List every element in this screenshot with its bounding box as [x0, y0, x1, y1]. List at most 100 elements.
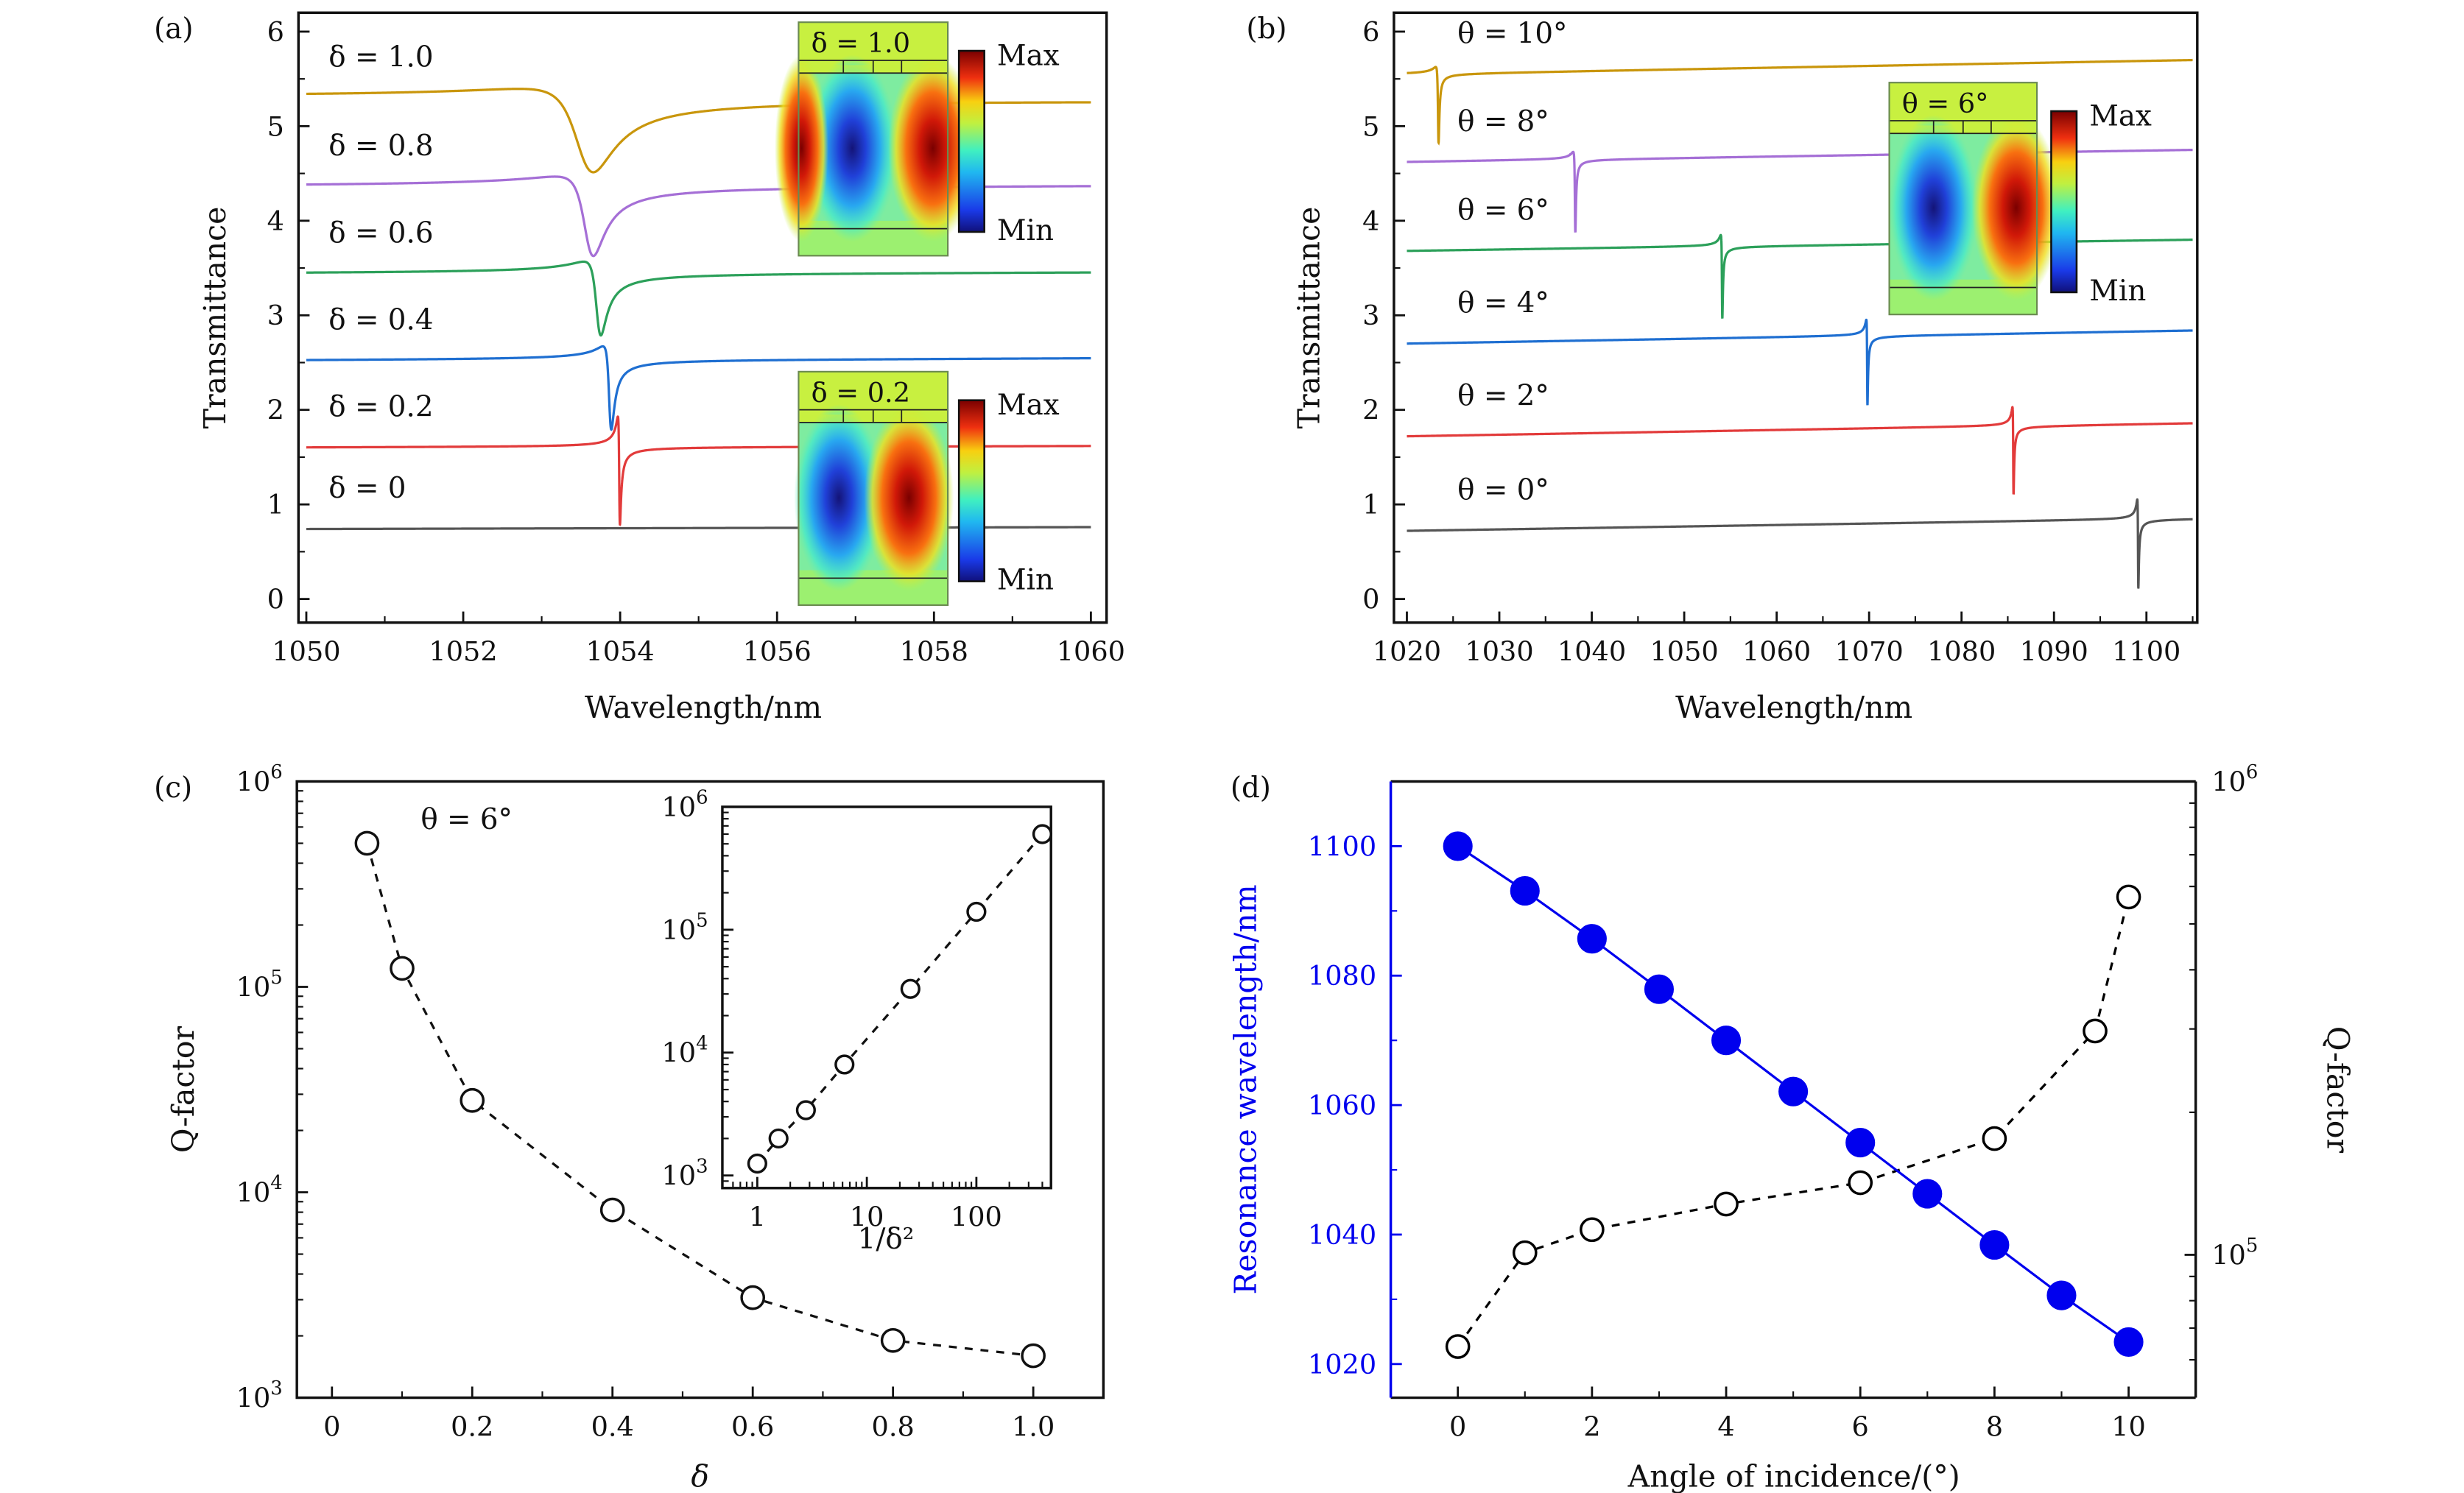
series-label: θ = 10° — [1457, 17, 1567, 50]
panel-label-c: (c) — [154, 772, 192, 805]
x-axis-title-c: δ — [691, 1458, 709, 1493]
colorbar-min-label: Min — [997, 214, 1054, 247]
series-label: θ = 2° — [1457, 379, 1549, 412]
colorbar — [957, 49, 985, 233]
inset-background — [722, 806, 1052, 1188]
y-tick-label: 4 — [1362, 205, 1379, 237]
series-line — [1407, 318, 2193, 406]
data-point — [1580, 1217, 1605, 1243]
data-point — [1510, 876, 1540, 906]
series-line — [306, 260, 1091, 337]
field-min-region — [794, 404, 884, 591]
annotation-theta: θ = 6° — [420, 803, 513, 836]
field-border — [798, 370, 949, 607]
series-line — [306, 345, 1091, 431]
x-tick-label: 1052 — [429, 635, 497, 667]
series-label: θ = 6° — [1457, 194, 1549, 227]
series-label: δ = 0.8 — [328, 130, 433, 163]
data-point — [2116, 884, 2141, 910]
tick-base: 10 — [2211, 1239, 2246, 1271]
tick-base: 10 — [661, 914, 696, 946]
y-tick-label: 1 — [267, 489, 284, 520]
data-point — [1848, 1170, 1873, 1196]
y-tick-label: 0 — [267, 584, 284, 615]
x-tick-label: 0 — [323, 1411, 340, 1442]
x-tick-label: 8 — [1986, 1411, 2003, 1442]
colorbar-max-label: Max — [997, 39, 1060, 72]
field-max-region — [888, 54, 978, 242]
field-border — [1888, 82, 2038, 316]
data-point — [599, 1197, 625, 1223]
field-border — [798, 21, 949, 257]
y-tick-label: 106 — [661, 787, 708, 823]
y-tick-label: 103 — [661, 1155, 708, 1191]
y-tick-label: 5 — [267, 110, 284, 142]
x-tick-label: 1040 — [1557, 635, 1626, 667]
y-tick-label: 1100 — [1308, 830, 1376, 862]
data-point — [354, 830, 380, 856]
y-tick-label: 1 — [1362, 489, 1379, 520]
inset-frame — [721, 805, 1052, 1190]
colorbar — [957, 399, 985, 582]
y-tick-label: 2 — [1362, 395, 1379, 426]
panel-d: (d) Angle of incidence/(°) Resonance wav… — [1228, 761, 2355, 1493]
data-point — [1032, 824, 1053, 844]
data-point — [1778, 1076, 1809, 1106]
tick-base: 10 — [236, 971, 271, 1003]
x-tick-label: 1020 — [1373, 635, 1441, 667]
data-point — [1711, 1026, 1742, 1056]
series-label: δ = 0.2 — [328, 391, 433, 424]
data-point — [966, 901, 987, 922]
series-label: δ = 1.0 — [328, 40, 433, 74]
colorbar — [2050, 110, 2078, 294]
x-axis-title-a: Wavelength/nm — [585, 690, 822, 725]
tick-base: 10 — [236, 766, 271, 797]
data-point — [1714, 1191, 1739, 1217]
data-point — [740, 1285, 766, 1310]
field-inset-label: θ = 6° — [1902, 88, 1989, 119]
series-label: δ = 0.6 — [328, 216, 433, 250]
field-max-region — [864, 404, 954, 591]
colorbar-min-label: Min — [997, 563, 1054, 596]
tick-exponent: 5 — [270, 967, 282, 989]
tick-base: 10 — [661, 791, 696, 823]
tick-exponent: 4 — [270, 1172, 282, 1194]
tick-exponent: 6 — [2246, 761, 2258, 783]
x-axis-title-b: Wavelength/nm — [1675, 690, 1912, 725]
panel-label-a: (a) — [154, 13, 193, 46]
data-point — [900, 978, 921, 999]
data-point — [747, 1153, 767, 1174]
inset-x-axis-title: 1/δ² — [858, 1223, 915, 1256]
tick-base: 10 — [236, 1176, 271, 1208]
data-point — [2083, 1018, 2108, 1044]
field-min-region — [1889, 115, 1978, 301]
series-label: δ = 0 — [328, 472, 406, 505]
y-tick-label: 105 — [236, 967, 283, 1003]
field-max-region — [1971, 115, 2061, 301]
panel-label-d: (d) — [1231, 772, 1271, 805]
data-point — [1577, 924, 1607, 954]
field-map-inset: δ = 0.2 Max Min — [794, 370, 1060, 607]
field-map-inset: θ = 6° Max Min — [1888, 82, 2152, 316]
data-point — [768, 1128, 789, 1149]
series-label: δ = 0.4 — [328, 304, 433, 337]
y-axis-title-d-right: Q-factor — [2320, 1026, 2356, 1154]
data-point — [390, 956, 415, 981]
y-tick-label: 0 — [1362, 584, 1379, 615]
y-tick-label: 106 — [236, 761, 283, 797]
y-axis-title-c: Q-factor — [166, 1026, 201, 1153]
y-tick-label: 104 — [236, 1172, 283, 1208]
x-tick-label: 6 — [1852, 1411, 1869, 1442]
data-point — [1845, 1128, 1876, 1158]
tick-exponent: 3 — [270, 1377, 282, 1400]
y-tick-label: 1080 — [1308, 960, 1376, 992]
plot-frame — [297, 11, 1108, 624]
field-min-region — [807, 54, 898, 242]
data-point — [834, 1054, 855, 1075]
y-tick-label: 1020 — [1308, 1349, 1376, 1380]
series-label: θ = 8° — [1457, 105, 1549, 138]
tick-base: 10 — [2211, 766, 2246, 797]
x-tick-label: 1058 — [900, 635, 968, 667]
